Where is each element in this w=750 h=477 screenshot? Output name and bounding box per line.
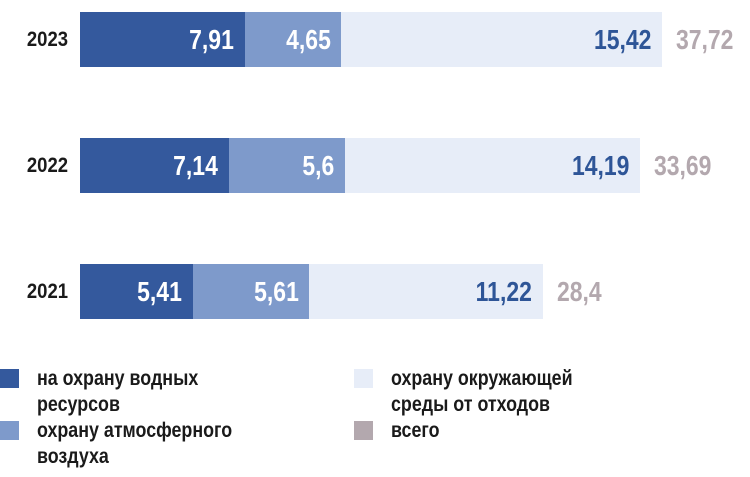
legend-label-water-protection: на охрану водных ресурсов [37,367,199,416]
legend-swatch-air-protection [0,421,19,440]
bar-segment-waste-protection: 15,42 [341,12,662,67]
legend-item-water-protection: на охрану водных ресурсов [0,366,354,418]
legend-label-air-protection: охрану атмосферного воздуха [37,419,233,468]
legend-item-air-protection: охрану атмосферного воздуха [0,418,354,470]
bar-segment-air-protection: 5,6 [228,138,345,193]
bar-segment-waste-protection: 14,19 [344,138,641,193]
stacked-bar-chart: 2023 7,91 4,65 15,42 37,72 2022 7,14 5,6 14,19 33… [0,12,750,319]
segment-value-label: 5,6 [302,149,335,181]
segment-value-label: 11,22 [475,275,532,307]
bar-segment-water-protection: 7,14 [80,138,229,193]
year-label: 2022 [26,153,69,177]
segment-value-label: 5,61 [253,275,299,307]
segment-value-label: 14,19 [571,149,630,181]
total-value-label: 37,72 [675,23,734,55]
legend-label-waste-protection: охрану окружающей среды от отходов [391,367,573,416]
legend-item-total: всего [354,418,750,470]
bar-segment-air-protection: 4,65 [244,12,342,67]
legend-label-total: всего [391,419,440,442]
year-label: 2021 [26,279,69,303]
bar-row-2021: 2021 5,41 5,61 11,22 28,4 [0,264,750,319]
total-value-label: 33,69 [654,149,712,181]
segment-value-label: 4,65 [285,23,331,55]
year-label: 2023 [26,27,69,51]
legend-swatch-total [354,421,373,440]
segment-value-label: 7,91 [189,23,234,55]
legend-swatch-water-protection [0,369,19,388]
legend-swatch-waste-protection [354,369,373,388]
legend: на охрану водных ресурсов охрану атмосфе… [0,366,750,470]
segment-value-label: 15,42 [593,23,652,55]
bar-segment-waste-protection: 11,22 [309,264,543,319]
segment-value-label: 5,41 [137,275,182,307]
segment-value-label: 7,14 [173,149,218,181]
total-value-label: 28,4 [556,275,602,307]
bar-segment-air-protection: 5,61 [192,264,310,319]
bar-row-2022: 2022 7,14 5,6 14,19 33,69 [0,138,750,193]
legend-item-waste-protection: охрану окружающей среды от отходов [354,366,750,418]
bar-segment-water-protection: 5,41 [80,264,193,319]
bar-row-2023: 2023 7,91 4,65 15,42 37,72 [0,12,750,67]
bar-segment-water-protection: 7,91 [80,12,245,67]
